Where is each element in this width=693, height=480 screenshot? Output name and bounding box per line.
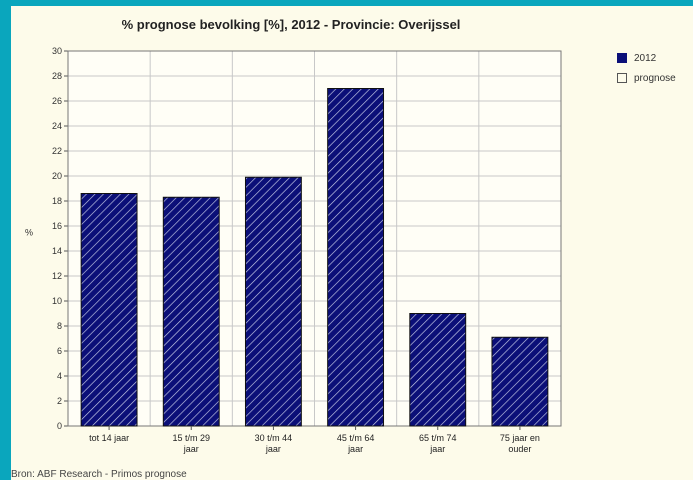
y-tick-label: 2 — [57, 396, 62, 406]
legend-item-2012: 2012 — [617, 50, 676, 66]
x-tick-label: ouder — [508, 444, 531, 454]
y-axis-label: % — [25, 228, 33, 238]
y-tick-label: 8 — [57, 321, 62, 331]
x-tick-label: jaar — [265, 444, 281, 454]
y-tick-label: 20 — [52, 171, 62, 181]
chart-legend: 2012 prognose — [617, 50, 676, 90]
bar — [409, 313, 467, 427]
bar — [244, 176, 302, 427]
y-tick-label: 26 — [52, 96, 62, 106]
x-tick-label: jaar — [429, 444, 445, 454]
y-tick-label: 24 — [52, 121, 62, 131]
source-note: Bron: ABF Research - Primos prognose — [11, 469, 187, 480]
chart-panel: % prognose bevolking [%], 2012 - Provinc… — [11, 6, 693, 480]
bar — [162, 196, 220, 427]
bar — [80, 193, 138, 427]
legend-label-prognose: prognose — [634, 72, 676, 84]
x-tick-label: 30 t/m 44 — [255, 433, 293, 443]
y-tick-label: 12 — [52, 271, 62, 281]
y-tick-label: 16 — [52, 221, 62, 231]
y-tick-label: 18 — [52, 196, 62, 206]
legend-swatch-2012 — [617, 53, 627, 63]
legend-item-prognose: prognose — [617, 70, 676, 86]
x-tick-label: 65 t/m 74 — [419, 433, 457, 443]
y-tick-label: 6 — [57, 346, 62, 356]
legend-swatch-prognose — [617, 73, 627, 83]
chart-title: % prognose bevolking [%], 2012 - Provinc… — [121, 17, 461, 32]
bar — [327, 88, 385, 427]
y-tick-label: 14 — [52, 246, 62, 256]
y-tick-label: 30 — [52, 46, 62, 56]
y-tick-label: 22 — [52, 146, 62, 156]
y-tick-label: 4 — [57, 371, 62, 381]
x-tick-label: 45 t/m 64 — [337, 433, 375, 443]
x-tick-label: jaar — [183, 444, 199, 454]
x-tick-label: 75 jaar en — [500, 433, 540, 443]
legend-label-2012: 2012 — [634, 52, 657, 64]
x-tick-label: tot 14 jaar — [89, 433, 129, 443]
x-tick-label: jaar — [347, 444, 363, 454]
y-tick-label: 10 — [52, 296, 62, 306]
bar — [491, 336, 549, 427]
y-tick-label: 0 — [57, 421, 62, 431]
y-tick-label: 28 — [52, 71, 62, 81]
x-tick-label: 15 t/m 29 — [172, 433, 210, 443]
plot-frame — [67, 50, 562, 427]
